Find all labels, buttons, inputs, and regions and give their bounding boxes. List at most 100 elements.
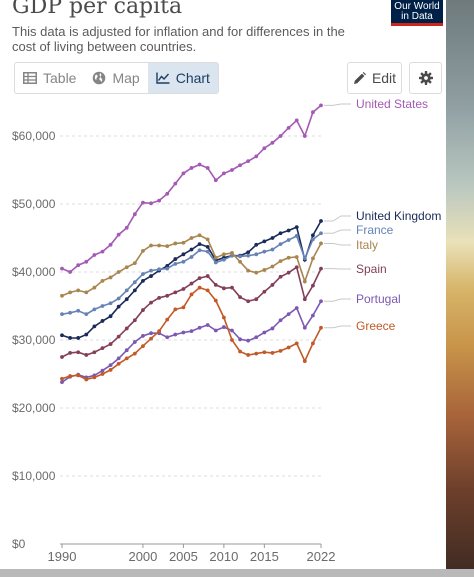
data-point <box>262 268 267 272</box>
data-point <box>213 298 218 303</box>
data-point <box>165 191 170 196</box>
data-point <box>286 312 291 317</box>
data-point <box>165 244 170 249</box>
data-point <box>197 242 202 247</box>
data-point <box>311 283 315 288</box>
series-label: Portugal <box>356 292 401 306</box>
x-tick-label: 2015 <box>250 549 279 564</box>
y-tick-label: $0 <box>12 537 26 551</box>
edit-button[interactable]: Edit <box>347 62 402 94</box>
owid-logo[interactable]: Our World in Data <box>391 0 443 26</box>
data-point <box>278 318 283 323</box>
data-point <box>238 259 242 264</box>
series-line <box>61 232 322 316</box>
data-point <box>173 241 178 246</box>
data-point <box>319 325 323 330</box>
data-point <box>213 260 218 265</box>
data-point <box>246 159 251 164</box>
data-point <box>311 313 315 318</box>
data-point <box>141 334 145 338</box>
x-tick-label: 2022 <box>307 549 336 564</box>
data-point <box>286 228 291 233</box>
data-point <box>254 154 259 159</box>
tab-chart[interactable]: Chart <box>147 63 218 93</box>
data-point <box>205 166 210 170</box>
data-point <box>302 134 307 138</box>
data-point <box>60 312 64 317</box>
data-point <box>294 225 299 230</box>
data-point <box>108 242 113 247</box>
data-point <box>221 315 226 320</box>
data-point <box>270 326 275 331</box>
data-point <box>68 351 72 355</box>
data-point <box>246 253 251 258</box>
data-point <box>278 274 283 279</box>
data-point <box>246 268 251 273</box>
data-point <box>238 163 242 168</box>
data-point <box>294 234 299 238</box>
data-point <box>116 361 121 366</box>
data-point <box>221 252 226 257</box>
tab-table[interactable]: Table <box>15 63 84 93</box>
data-point <box>84 259 89 264</box>
data-point <box>294 306 299 310</box>
data-point <box>141 344 145 349</box>
data-point <box>124 356 129 361</box>
line-chart-icon <box>156 72 170 84</box>
data-point <box>270 140 275 145</box>
data-point <box>221 286 226 291</box>
series-label: Italy <box>356 238 378 252</box>
data-point <box>157 267 162 272</box>
data-point <box>230 168 234 172</box>
data-point <box>124 265 129 270</box>
data-point <box>173 257 178 261</box>
data-point <box>246 353 251 357</box>
data-point <box>92 253 97 257</box>
data-point <box>157 198 162 203</box>
data-point <box>278 348 283 353</box>
data-point <box>100 372 105 376</box>
data-point <box>116 304 121 309</box>
data-point <box>141 278 145 283</box>
data-point <box>124 348 129 353</box>
data-point <box>100 304 105 308</box>
data-point <box>197 162 202 167</box>
data-point <box>124 288 129 293</box>
data-point <box>278 134 283 138</box>
data-point <box>278 242 283 247</box>
x-tick-label: 2000 <box>128 549 157 564</box>
data-point <box>197 233 202 238</box>
data-point <box>165 335 170 340</box>
tab-map[interactable]: Map <box>84 63 147 93</box>
data-point <box>302 279 307 284</box>
data-point <box>149 331 153 336</box>
data-point <box>149 300 153 305</box>
data-point <box>149 336 153 341</box>
y-tick-label: $60,000 <box>12 129 56 143</box>
data-point <box>84 377 89 382</box>
data-point <box>68 290 72 295</box>
data-point <box>189 281 194 286</box>
data-point <box>165 293 170 298</box>
data-point <box>141 200 145 205</box>
data-point <box>238 337 242 342</box>
data-point <box>157 329 162 334</box>
data-point <box>230 338 234 342</box>
data-point <box>157 295 162 300</box>
data-point <box>149 243 153 248</box>
data-point <box>262 350 267 355</box>
data-point <box>108 275 113 280</box>
data-point <box>141 249 145 253</box>
data-point <box>92 324 97 329</box>
data-point <box>68 336 72 340</box>
view-tabs: Table Map Chart <box>14 62 219 94</box>
data-point <box>100 368 105 373</box>
data-point <box>270 351 275 355</box>
data-point <box>286 125 291 130</box>
data-point <box>197 325 202 330</box>
data-point <box>230 251 234 255</box>
data-point <box>149 201 153 206</box>
data-point <box>165 317 170 322</box>
data-point <box>84 312 89 317</box>
settings-button[interactable] <box>409 62 442 94</box>
